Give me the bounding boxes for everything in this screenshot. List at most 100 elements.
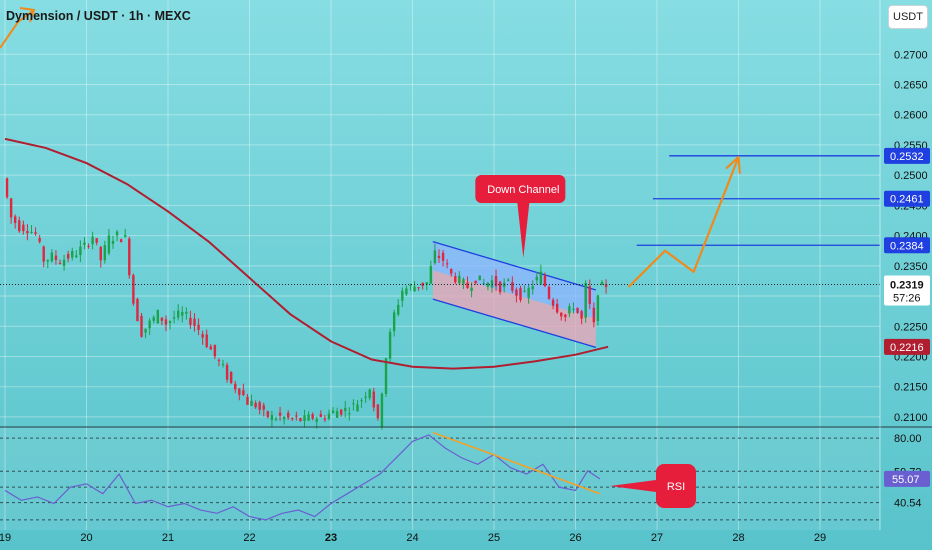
candle-body — [270, 415, 274, 421]
candle-body — [225, 364, 229, 380]
candle-body — [364, 396, 367, 398]
rsi-current-label: 55.07 — [892, 474, 920, 486]
candle-body — [132, 275, 135, 304]
candle-body — [507, 279, 510, 281]
candle-body — [148, 320, 151, 329]
candle-body — [266, 411, 270, 417]
candle-body — [168, 321, 172, 323]
candle-body — [99, 246, 102, 261]
candle-body — [539, 271, 543, 285]
candle-body — [172, 317, 176, 319]
candle-body — [229, 371, 233, 383]
candle-body — [213, 344, 217, 357]
candle-body — [311, 414, 314, 419]
grid — [0, 0, 880, 530]
candle-body — [380, 393, 384, 428]
candle-body — [360, 400, 363, 402]
candle-body — [282, 416, 286, 420]
candle-body — [397, 304, 400, 315]
candle-body — [454, 276, 457, 283]
countdown-label: 57:26 — [893, 293, 921, 305]
candle-body — [79, 246, 82, 256]
candle-body — [372, 391, 375, 408]
candle-body — [531, 286, 534, 290]
candle-body — [523, 290, 526, 292]
candle-body — [486, 282, 490, 287]
callout-label: Down Channel — [487, 184, 559, 196]
candle-body — [26, 230, 29, 234]
candle-body — [13, 216, 17, 223]
x-tick-label: 28 — [732, 532, 744, 544]
rsi-line — [4, 434, 601, 521]
candle-body — [462, 279, 465, 284]
candle-body — [193, 318, 196, 326]
candle-body — [327, 413, 331, 419]
rsi-callout-label: RSI — [667, 481, 685, 493]
candle-body — [551, 299, 555, 306]
candle-body — [576, 307, 579, 313]
candle-body — [441, 252, 445, 261]
candle-body — [494, 276, 498, 287]
candle-body — [246, 396, 249, 405]
current-price-tag — [884, 275, 930, 306]
candle-body — [75, 255, 78, 258]
candle-body — [527, 287, 530, 298]
candle-body — [588, 286, 591, 304]
y-tick-label: 0.2500 — [894, 170, 928, 182]
candle-body — [490, 280, 494, 288]
candle-body — [356, 404, 359, 412]
candle-body — [30, 231, 33, 233]
candle-body — [458, 275, 461, 284]
candle-body — [87, 245, 90, 247]
level-price-tag — [884, 147, 930, 164]
candle-body — [547, 286, 551, 299]
candle-body — [384, 358, 388, 394]
candle-body — [568, 306, 571, 314]
candle-body — [388, 331, 392, 359]
projection-arrowhead — [737, 155, 741, 175]
level-price-tag-label: 0.2461 — [890, 194, 924, 206]
candle-body — [348, 413, 351, 415]
candle-body — [572, 308, 575, 310]
candle-body — [83, 242, 86, 245]
candle-body — [164, 319, 168, 325]
candle-body — [433, 250, 437, 264]
y-tick-label: 0.2700 — [894, 49, 928, 61]
candle-body — [409, 284, 412, 286]
candle-body — [181, 311, 184, 316]
candle-body — [368, 389, 371, 399]
candle-body — [319, 414, 323, 417]
candle-body — [152, 317, 155, 321]
candle-body — [274, 418, 278, 420]
level-price-tag-label: 0.2384 — [890, 240, 924, 252]
x-tick-label: 21 — [162, 532, 174, 544]
candle-body — [543, 275, 547, 287]
candle-body — [519, 288, 522, 300]
currency-selector[interactable]: USDT — [888, 5, 928, 29]
candle-body — [95, 238, 98, 243]
x-tick-label: 24 — [406, 532, 418, 544]
candle-body — [201, 334, 204, 338]
candle-body — [254, 402, 257, 408]
candle-body — [66, 253, 70, 259]
candle-body — [478, 275, 481, 281]
candle-body — [34, 232, 37, 234]
main-pane: Down Channel — [0, 7, 880, 430]
projection-arrowhead — [725, 155, 740, 170]
ma-price-tag-label: 0.2216 — [890, 342, 924, 354]
candle-body — [197, 324, 200, 330]
candle-body — [5, 178, 9, 198]
candle-body — [429, 266, 433, 284]
x-tick-label: 29 — [814, 532, 826, 544]
candle-body — [555, 303, 559, 313]
x-tick-label: 19 — [0, 532, 11, 544]
candle-body — [466, 282, 469, 289]
candle-body — [303, 415, 306, 421]
candle-body — [600, 282, 604, 285]
candle-body — [54, 255, 58, 260]
candle-body — [156, 310, 160, 324]
candle-body — [604, 284, 608, 287]
rsi-tick-label: 40.54 — [894, 498, 922, 510]
